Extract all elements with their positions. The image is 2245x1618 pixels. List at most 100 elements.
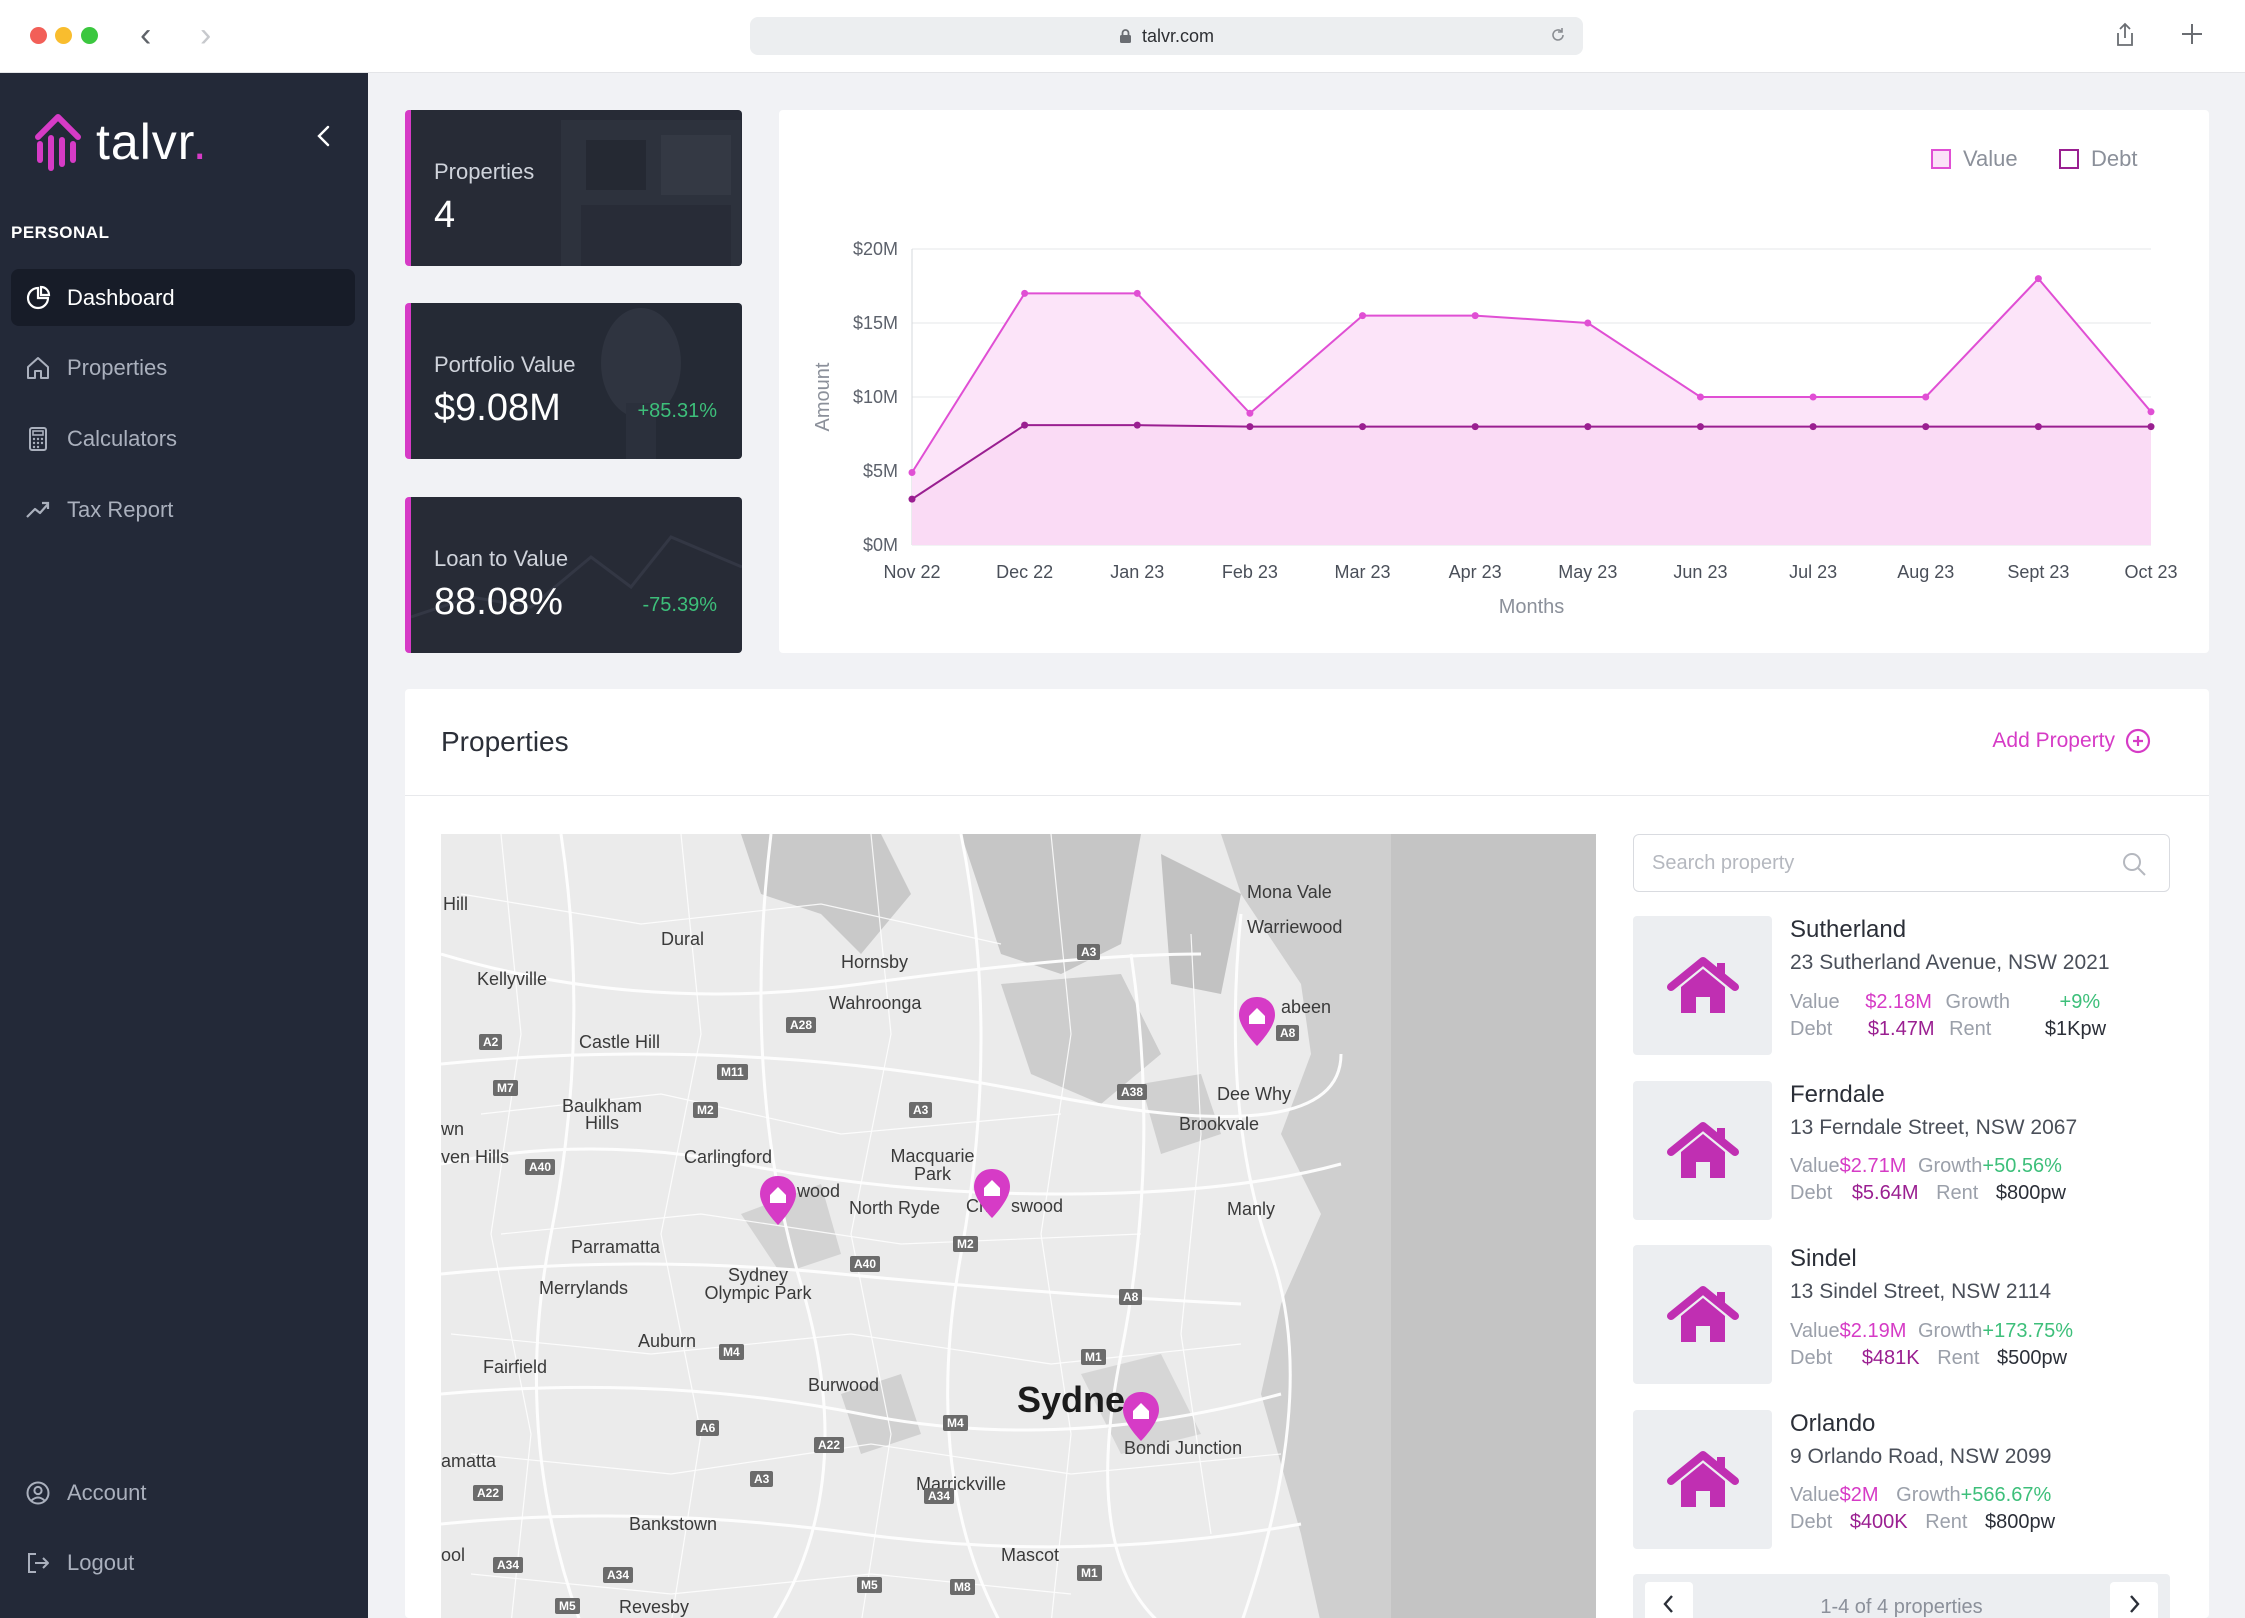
property-list-item[interactable]: Sutherland 23 Sutherland Avenue, NSW 202… [1633,916,2173,1056]
x-tick-label: Dec 22 [996,562,1053,582]
sidebar-item-tax-report[interactable]: Tax Report [11,481,355,538]
value-label: Value [1790,1155,1840,1177]
previous-page-button[interactable] [1645,1582,1693,1618]
logout-icon [28,1552,49,1573]
property-debt-row: Debt $481K Rent $500pw [1790,1347,2067,1370]
x-tick-label: Jan 23 [1110,562,1164,582]
properties-header: Properties Add Property [405,689,2209,796]
map-place-label: Burwood [808,1375,880,1395]
legend-debt[interactable]: Debt [2059,146,2137,172]
x-tick-label: Jun 23 [1673,562,1727,582]
back-icon[interactable]: ‹ [140,16,152,54]
reload-icon[interactable] [1549,26,1567,44]
stat-card-properties[interactable]: Properties 4 [405,110,742,266]
forward-icon[interactable]: › [200,16,212,54]
map-place-label: Warriewood [1247,917,1343,937]
property-list-item[interactable]: Ferndale 13 Ferndale Street, NSW 2067 Va… [1633,1081,2173,1221]
maximize-window-button[interactable] [81,27,98,44]
sidebar-item-dashboard[interactable]: Dashboard [11,269,355,326]
stat-value: 88.08% [434,581,563,623]
pie-chart-icon [26,285,51,309]
stat-label: Properties [434,159,535,184]
map-place-label: Revesby [619,1597,690,1617]
map-tiles [441,834,1596,1618]
trend-up-icon [26,501,50,518]
map-pin-orlando[interactable] [1236,995,1278,1049]
pagination: 1-4 of 4 properties [1633,1574,2170,1618]
property-debt: $400K [1849,1511,1908,1533]
road-shield: M5 [857,1577,882,1593]
data-point-value [2147,408,2155,416]
address-bar[interactable]: talvr.com [750,17,1583,55]
property-debt-row: Debt $1.47M Rent $1Kpw [1790,1018,2106,1041]
house-icon [1666,1450,1739,1507]
legend-value-swatch [1931,149,1951,169]
browser-toolbar: ‹ › talvr.com [0,0,2245,73]
x-tick-label: Nov 22 [883,562,940,582]
rent-label: Rent [1949,1018,1992,1040]
debt-label: Debt [1790,1182,1833,1204]
map-place-label: Macquarie Park [890,1146,975,1184]
data-point-value [1133,289,1141,297]
road-shield: A3 [1077,944,1101,960]
sidebar-item-calculators[interactable]: Calculators [11,410,355,467]
stat-card-loan-to-value[interactable]: Loan to Value 88.08% -75.39% [405,497,742,653]
sidebar-item-account[interactable]: Account [11,1464,355,1521]
road-shield: M1 [1081,1349,1106,1365]
property-growth: +9% [2059,991,2101,1013]
rent-label: Rent [1937,1347,1980,1369]
logo[interactable]: talvr. [34,111,208,173]
stat-card-portfolio-value[interactable]: Portfolio Value $9.08M +85.31% [405,303,742,459]
map-place-label: Dural [661,929,705,949]
stat-label: Loan to Value [434,546,569,571]
plant-photo [411,303,742,459]
stat-label: Portfolio Value [434,352,576,377]
add-property-button[interactable]: Add Property [1992,728,2151,754]
map-pin-ferndale[interactable] [971,1167,1013,1221]
map-place-label: Baulkham Hills [561,1096,643,1133]
sidebar-item-logout[interactable]: Logout [11,1534,355,1591]
sidebar-item-label: Account [67,1479,147,1505]
search-icon[interactable] [2121,851,2147,877]
property-value: $2.71M [1839,1155,1907,1177]
property-map[interactable]: Hill Dural Kellyville Hornsby Wahroonga … [441,834,1596,1618]
property-search[interactable] [1633,834,2170,892]
debt-label: Debt [1790,1347,1833,1369]
y-tick-label: $0M [863,535,898,555]
collapse-sidebar-icon[interactable] [313,123,335,149]
new-tab-icon[interactable] [2180,22,2204,46]
share-icon[interactable] [2114,22,2136,48]
minimize-window-button[interactable] [55,27,72,44]
property-rent: $500pw [1997,1347,2068,1369]
sidebar-item-properties[interactable]: Properties [11,339,355,396]
search-input[interactable] [1652,849,2112,877]
rent-label: Rent [1925,1511,1968,1533]
map-place-label: Mascot [1001,1545,1060,1565]
data-point-value [1809,393,1817,401]
map-place-label: Bankstown [629,1514,718,1534]
road-shield: A2 [479,1034,503,1050]
x-tick-label: Feb 23 [1222,562,1278,582]
map-place-label: Sydney Olympic Park [704,1265,812,1303]
data-point-debt [1021,421,1029,429]
property-value: $2.19M [1839,1320,1907,1342]
property-list-item[interactable]: Sindel 13 Sindel Street, NSW 2114 Value$… [1633,1245,2173,1385]
property-name: Sindel [1790,1245,1857,1272]
next-page-button[interactable] [2110,1582,2158,1618]
map-pin-sindel[interactable] [757,1174,799,1228]
data-point-debt [2034,423,2042,431]
property-thumbnail [1633,1081,1772,1220]
legend-value[interactable]: Value [1931,146,2018,172]
map-pin-sutherland[interactable] [1120,1390,1162,1444]
property-list-item[interactable]: Orlando 9 Orlando Road, NSW 2099 Value$2… [1633,1410,2173,1550]
house-icon [1666,956,1739,1013]
road-shield: M7 [493,1080,518,1096]
sidebar-item-label: Logout [67,1549,135,1575]
property-value: $2.18M [1865,991,1932,1013]
property-value-row: Value$2M Growth+566.67% [1790,1484,2051,1507]
road-shield: A22 [814,1437,845,1453]
property-value-row: Value$2.71M Growth+50.56% [1790,1155,2062,1178]
close-window-button[interactable] [30,27,47,44]
data-point-value [1922,393,1930,401]
data-point-debt [1359,423,1367,431]
